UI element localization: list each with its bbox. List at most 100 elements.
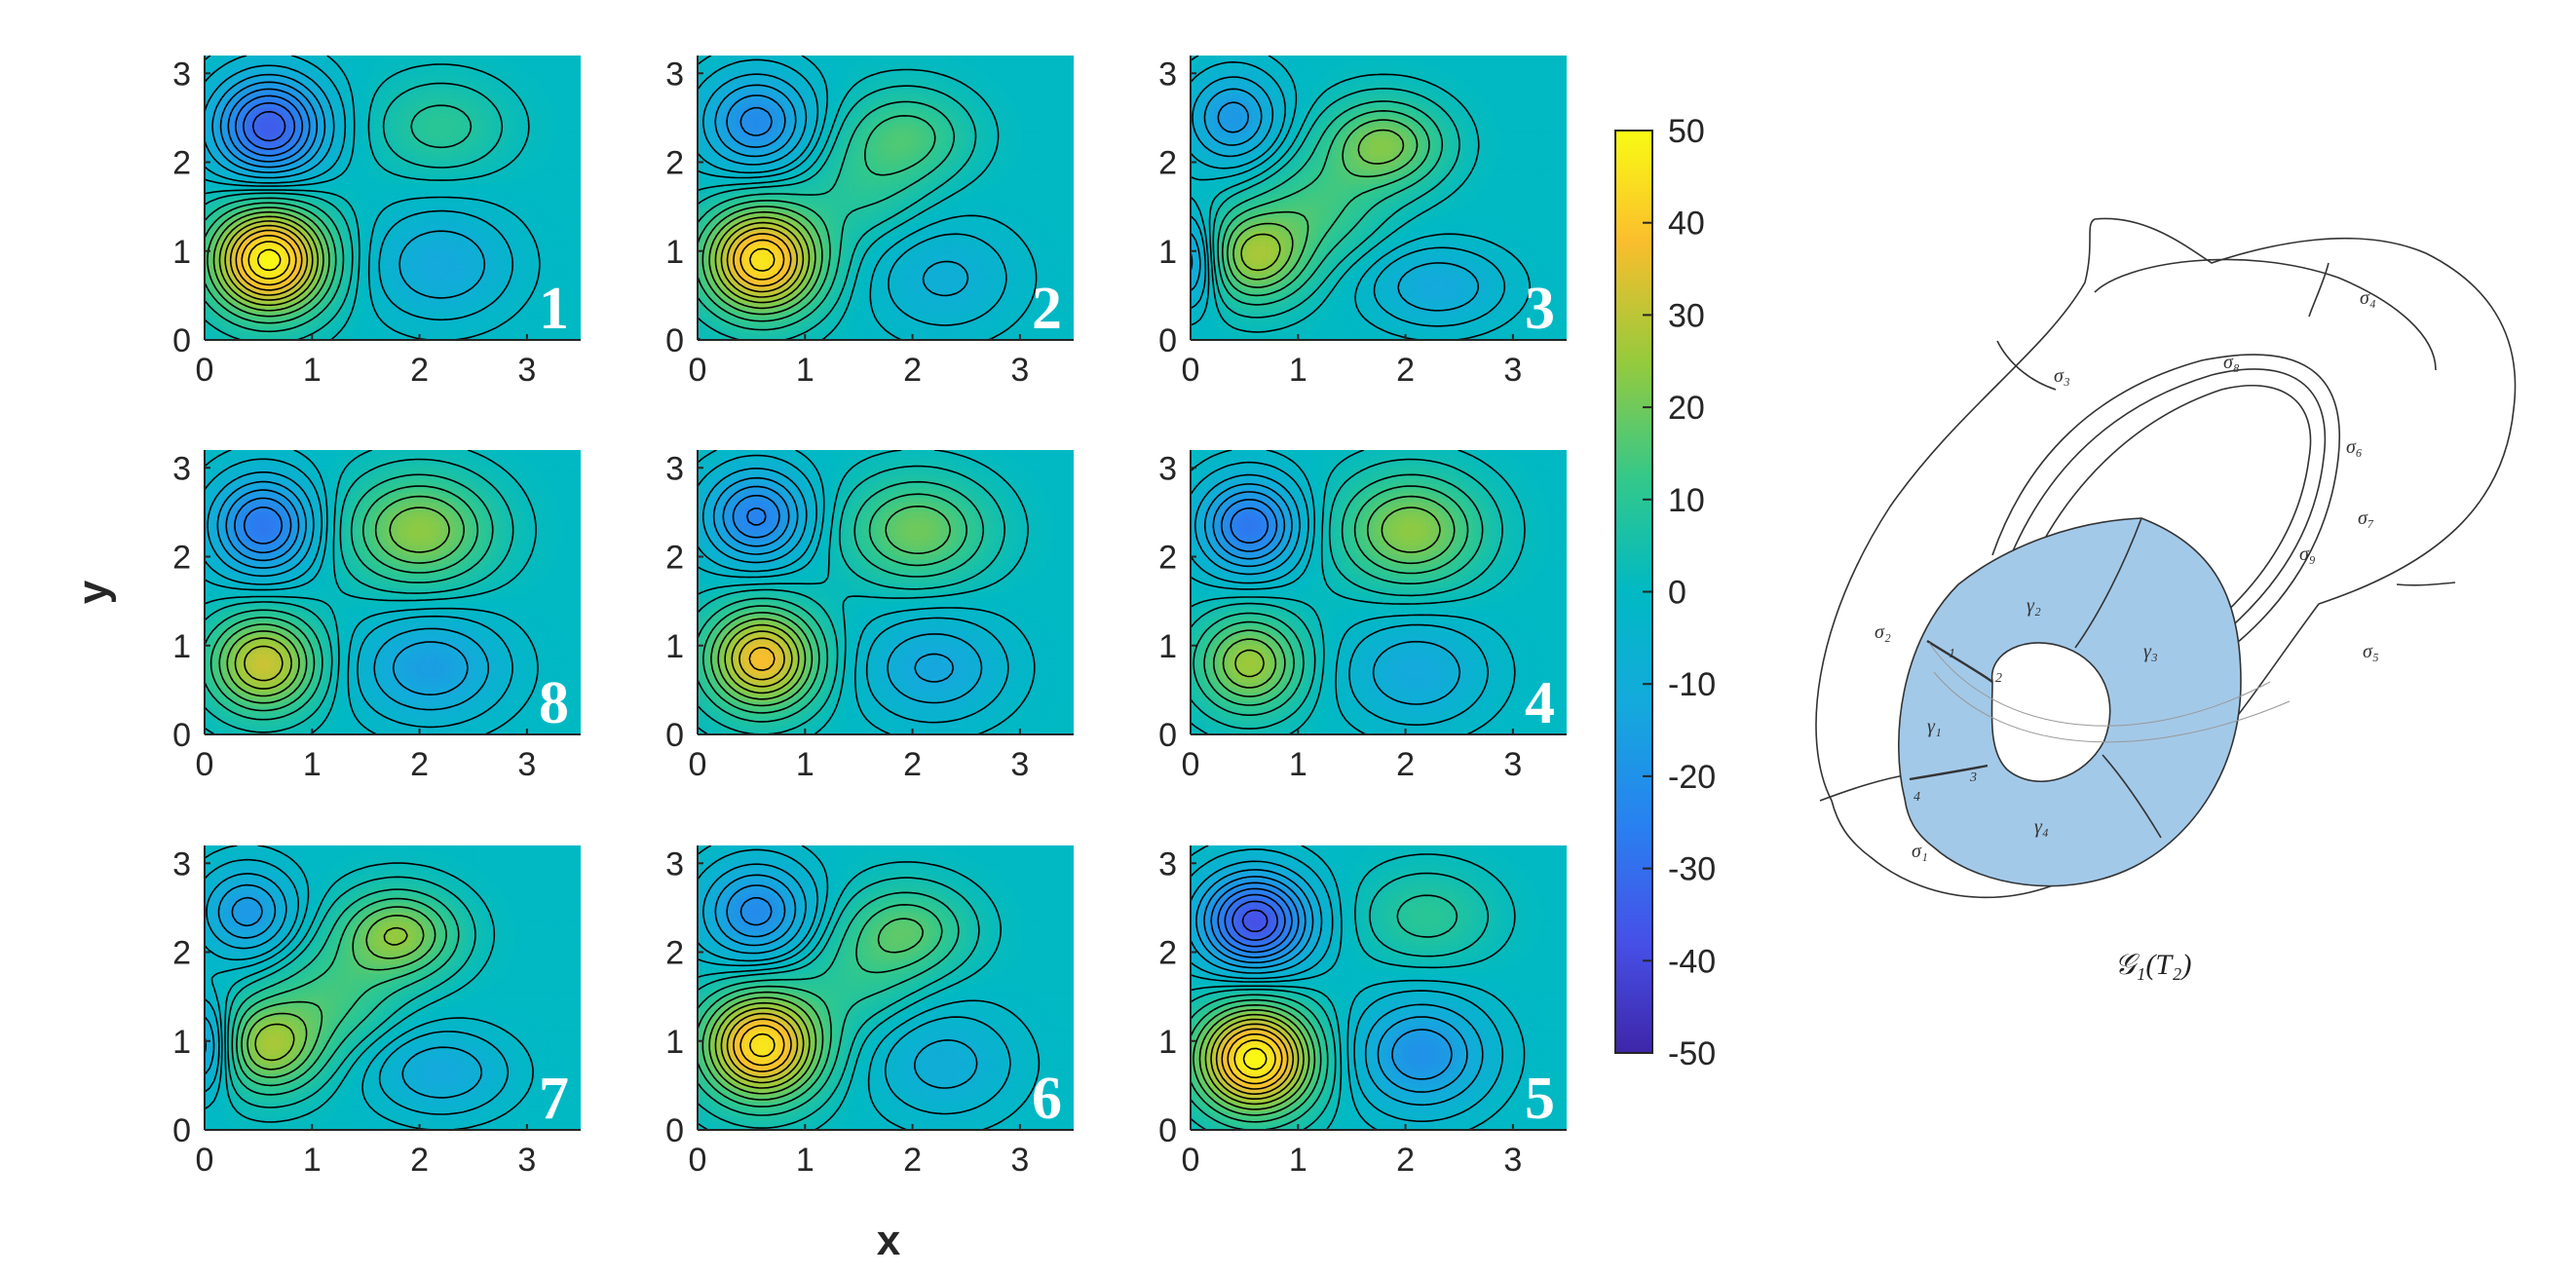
heat-cell (355, 102, 360, 109)
heat-cell (364, 302, 370, 308)
heat-cell (208, 135, 215, 142)
heat-cell (232, 155, 239, 161)
heat-cell (463, 97, 469, 104)
heat-cell (355, 231, 360, 237)
heat-cell (326, 155, 332, 161)
heat-cell (448, 74, 455, 80)
heat-cell (270, 122, 276, 128)
heat-cell (317, 231, 323, 237)
heat-cell (538, 84, 544, 90)
heat-cell (814, 335, 821, 340)
heat-cell (552, 135, 558, 142)
heat-cell (458, 206, 464, 213)
heat-cell (406, 69, 412, 76)
heat-cell (435, 93, 440, 99)
heat-cell (491, 254, 497, 260)
heat-cell (246, 89, 252, 94)
heat-cell (388, 216, 394, 222)
heat-cell (280, 273, 285, 280)
heat-cell (298, 235, 304, 242)
heat-cell (543, 206, 549, 213)
heat-cell (326, 97, 332, 104)
heat-cell (533, 89, 540, 94)
heat-cell (416, 231, 422, 237)
heat-cell (368, 206, 375, 213)
heat-cell (373, 306, 380, 313)
heat-cell (425, 102, 432, 109)
heat-cell (514, 259, 520, 265)
heat-cell (458, 282, 464, 289)
heat-cell (425, 202, 432, 208)
heat-cell (345, 302, 352, 308)
heat-cell (514, 231, 520, 237)
heat-cell (439, 56, 445, 61)
heat-cell (556, 135, 563, 142)
heat-cell (552, 178, 558, 184)
heat-cell (373, 231, 380, 237)
heat-cell (468, 131, 474, 137)
heat-cell (528, 84, 535, 90)
heat-cell (336, 102, 342, 109)
heat-cell (416, 164, 422, 170)
heat-cell (448, 188, 455, 194)
heat-cell (364, 231, 370, 237)
heat-cell (303, 325, 309, 331)
heat-cell (486, 107, 492, 113)
heat-cell (383, 254, 389, 260)
heat-cell (232, 216, 239, 222)
heat-cell (528, 282, 535, 289)
heat-cell (265, 216, 272, 222)
heat-cell (453, 56, 460, 61)
heat-cell (232, 302, 239, 308)
heat-cell (331, 254, 337, 260)
heat-cell (308, 117, 314, 123)
heat-cell (303, 254, 309, 260)
heat-cell (260, 112, 267, 118)
heat-cell (355, 127, 360, 132)
heat-cell (340, 235, 347, 242)
heat-cell (533, 131, 540, 137)
heat-cell (275, 102, 281, 109)
heat-cell (468, 278, 474, 284)
heat-cell (228, 198, 234, 204)
heat-cell (444, 216, 450, 222)
heat-cell (208, 269, 215, 275)
heat-cell (218, 160, 224, 166)
heat-cell (476, 316, 483, 322)
heat-cell (205, 97, 210, 104)
heat-cell (232, 112, 239, 118)
heat-cell (242, 173, 248, 180)
heat-cell (473, 259, 478, 265)
heat-cell (237, 325, 244, 331)
heat-cell (749, 330, 755, 336)
heat-cell (496, 269, 502, 275)
heat-cell (1064, 330, 1070, 336)
heat-cell (364, 169, 370, 175)
heat-cell (303, 311, 309, 318)
heat-cell (416, 150, 422, 156)
heat-cell (326, 150, 332, 156)
heat-cell (280, 178, 285, 184)
heat-cell (378, 254, 384, 260)
heat-cell (468, 269, 474, 275)
heat-cell (364, 56, 370, 61)
heat-cell (205, 112, 210, 118)
heat-cell (208, 112, 215, 118)
heat-cell (444, 188, 450, 194)
heat-cell (205, 306, 210, 313)
heat-cell (500, 316, 507, 322)
heat-cell (293, 249, 300, 255)
heat-cell (397, 56, 403, 61)
heat-cell (393, 273, 398, 280)
heat-cell (524, 211, 530, 218)
heat-cell (524, 150, 530, 156)
heat-cell (481, 216, 488, 222)
heat-cell (383, 269, 389, 275)
heat-cell (326, 173, 332, 180)
heat-cell (468, 173, 474, 180)
heat-cell (208, 297, 215, 303)
heat-cell (430, 254, 436, 260)
heat-cell (435, 140, 440, 147)
heat-cell (556, 278, 563, 284)
heat-cell (556, 122, 563, 128)
